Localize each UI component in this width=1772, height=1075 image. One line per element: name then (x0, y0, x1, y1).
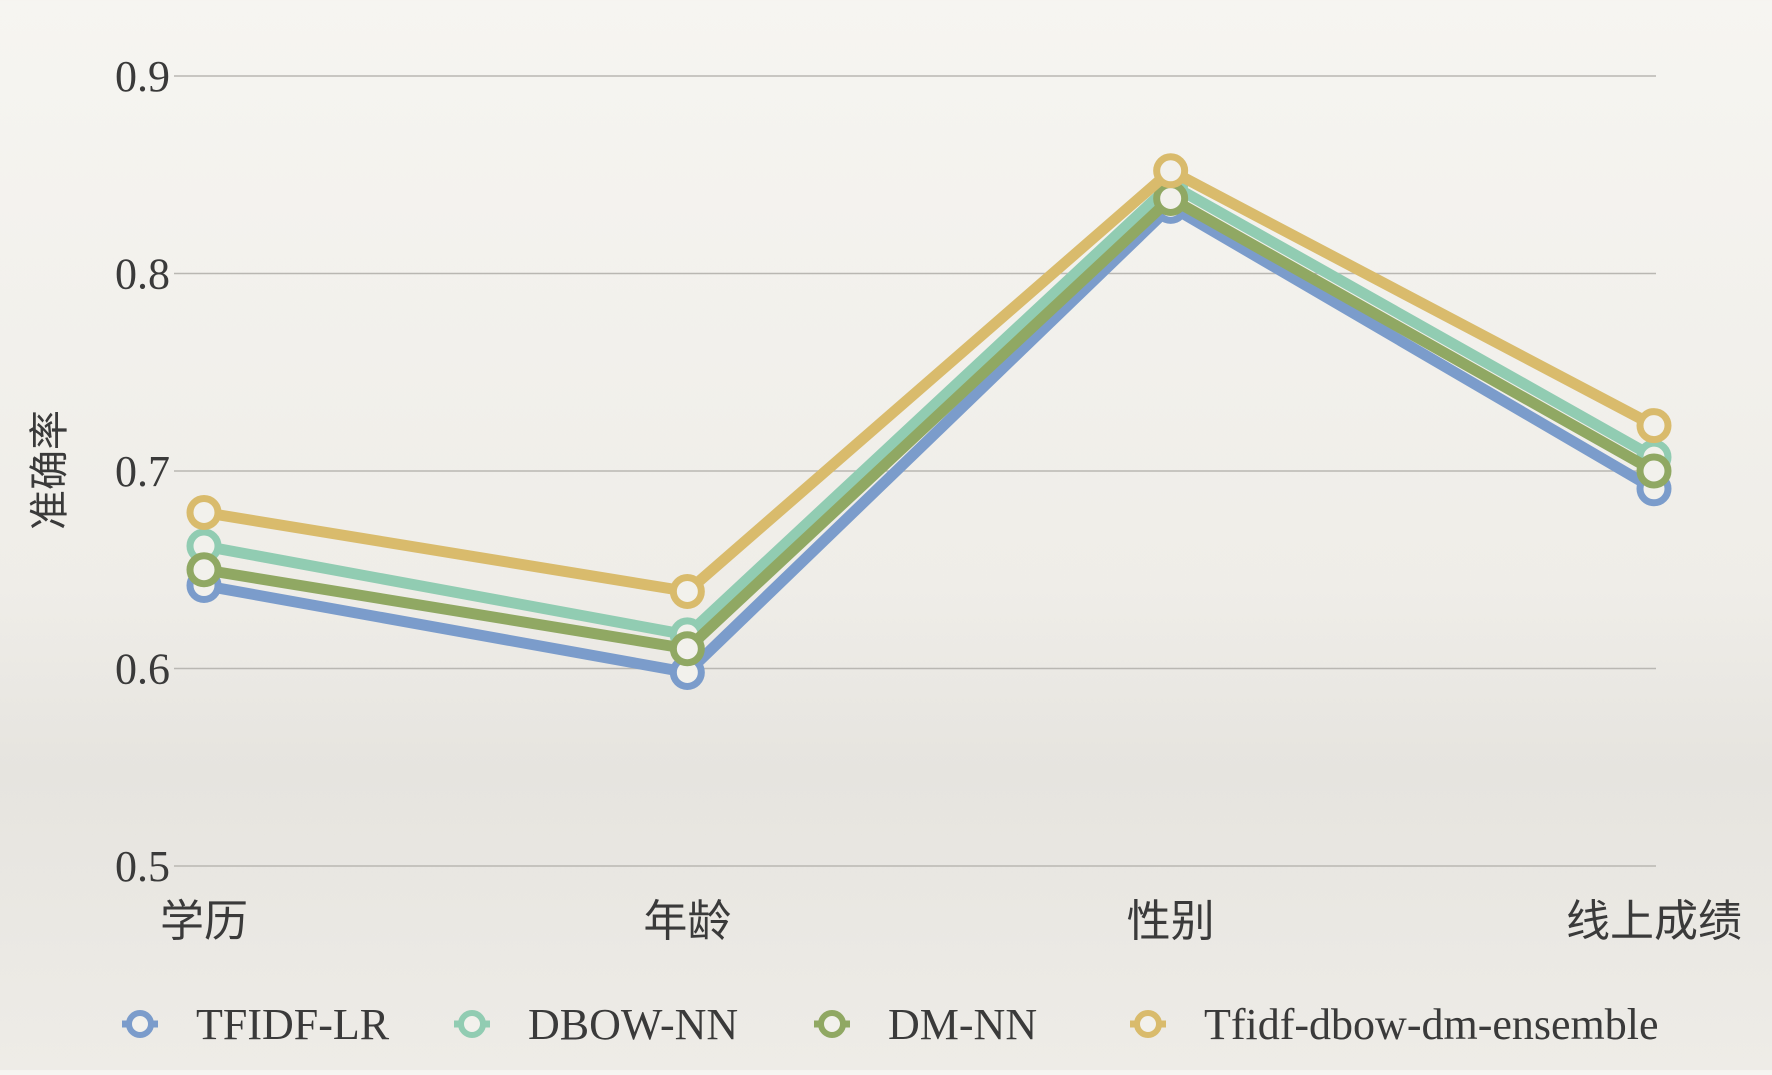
legend-label: DM-NN (888, 1000, 1037, 1049)
legend-item: DBOW-NN (454, 1000, 738, 1049)
y-axis-title: 准确率 (27, 410, 72, 530)
x-axis-categories: 学历 年龄 性别 线上成绩 (160, 897, 1742, 946)
data-point (1636, 453, 1672, 489)
data-point (669, 573, 705, 609)
legend-swatch-marker (126, 1010, 154, 1038)
x-category-label: 性别 (1127, 897, 1215, 946)
y-tick-label: 0.5 (115, 842, 170, 891)
data-point (1636, 408, 1672, 444)
y-tick-label: 0.7 (115, 447, 170, 496)
legend-item: DM-NN (814, 1000, 1037, 1049)
grid-layer (174, 75, 1656, 867)
legend-swatch-marker (818, 1010, 846, 1038)
data-point (186, 552, 222, 588)
data-point (186, 494, 222, 530)
data-point (669, 631, 705, 667)
y-tick-label: 0.6 (115, 645, 170, 694)
series-1 (186, 167, 1672, 653)
x-category-label: 学历 (160, 897, 248, 946)
series-line (198, 165, 1660, 597)
legend-item: TFIDF-LR (122, 1000, 390, 1049)
y-tick-label: 0.9 (115, 52, 170, 101)
legend-label: TFIDF-LR (196, 1000, 390, 1049)
data-point (1153, 180, 1189, 216)
series-layer (186, 153, 1672, 690)
data-point (1153, 153, 1189, 189)
legend-swatch-marker (1134, 1010, 1162, 1038)
series-line (198, 200, 1660, 678)
y-axis-ticks: 0.5 0.6 0.7 0.8 0.9 (115, 52, 170, 891)
legend-swatch-marker (458, 1010, 486, 1038)
legend-item: Tfidf-dbow-dm-ensemble (1130, 1000, 1659, 1049)
x-category-label: 线上成绩 (1566, 897, 1742, 946)
legend-label: Tfidf-dbow-dm-ensemble (1204, 1000, 1659, 1049)
legend-label: DBOW-NN (528, 1000, 738, 1049)
legend: TFIDF-LR DBOW-NN DM-NN Tfidf-dbow-dm-ensemb… (122, 1000, 1659, 1049)
y-tick-label: 0.8 (115, 250, 170, 299)
series-line (198, 179, 1660, 641)
series-2 (186, 180, 1672, 667)
x-category-label: 年龄 (643, 897, 731, 946)
series-3 (186, 153, 1672, 609)
series-0 (186, 188, 1672, 690)
series-line (198, 192, 1660, 655)
